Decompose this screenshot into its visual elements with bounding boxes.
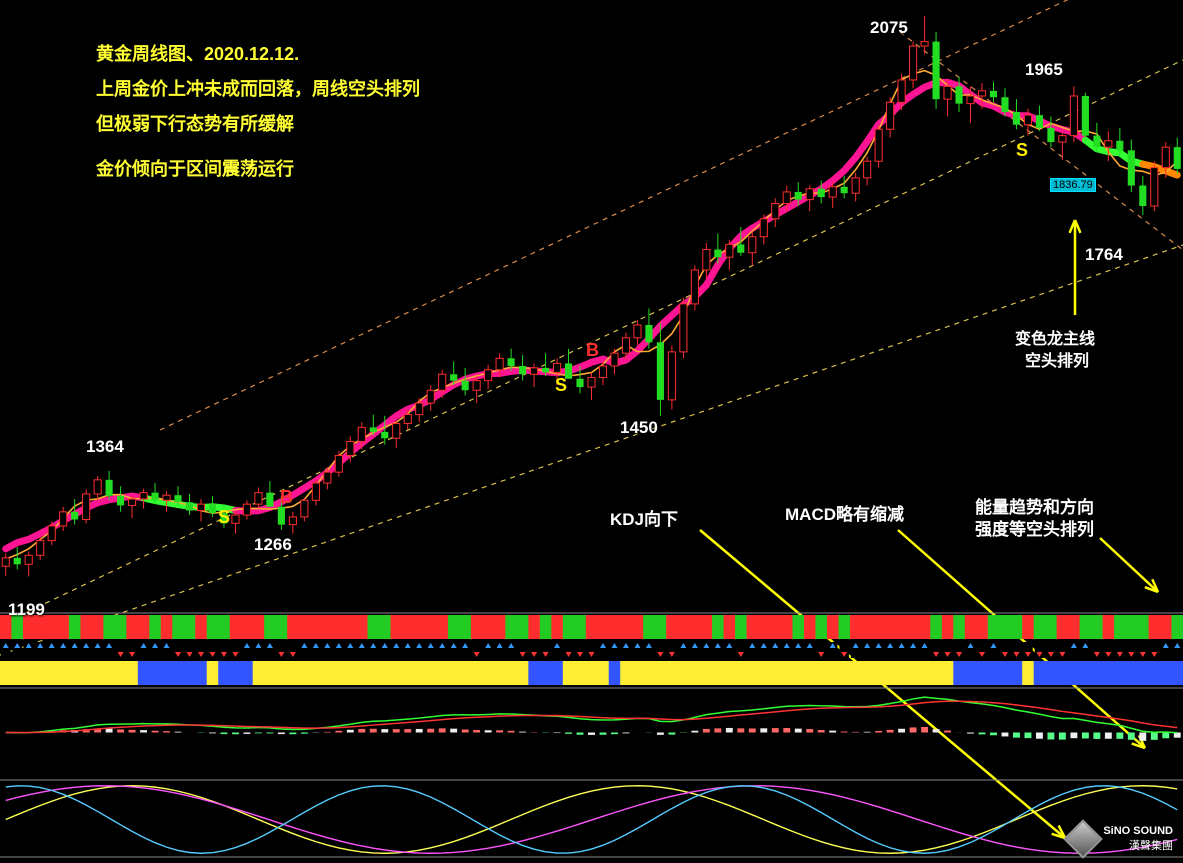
logo-sub: 漢聲集團 [1129,840,1173,852]
title-l4: 金价倾向于区间震荡运行 [96,155,294,181]
title-l3: 但极弱下行态势有所缓解 [96,110,294,136]
title-l2: 上周金价上冲未成而回落，周线空头排列 [96,75,420,101]
logo-text: SiNO SOUND [1103,825,1173,837]
title-l1: 黄金周线图、2020.12.12. [96,40,299,66]
brand-logo: SiNO SOUND 漢聲集團 [1069,825,1173,853]
